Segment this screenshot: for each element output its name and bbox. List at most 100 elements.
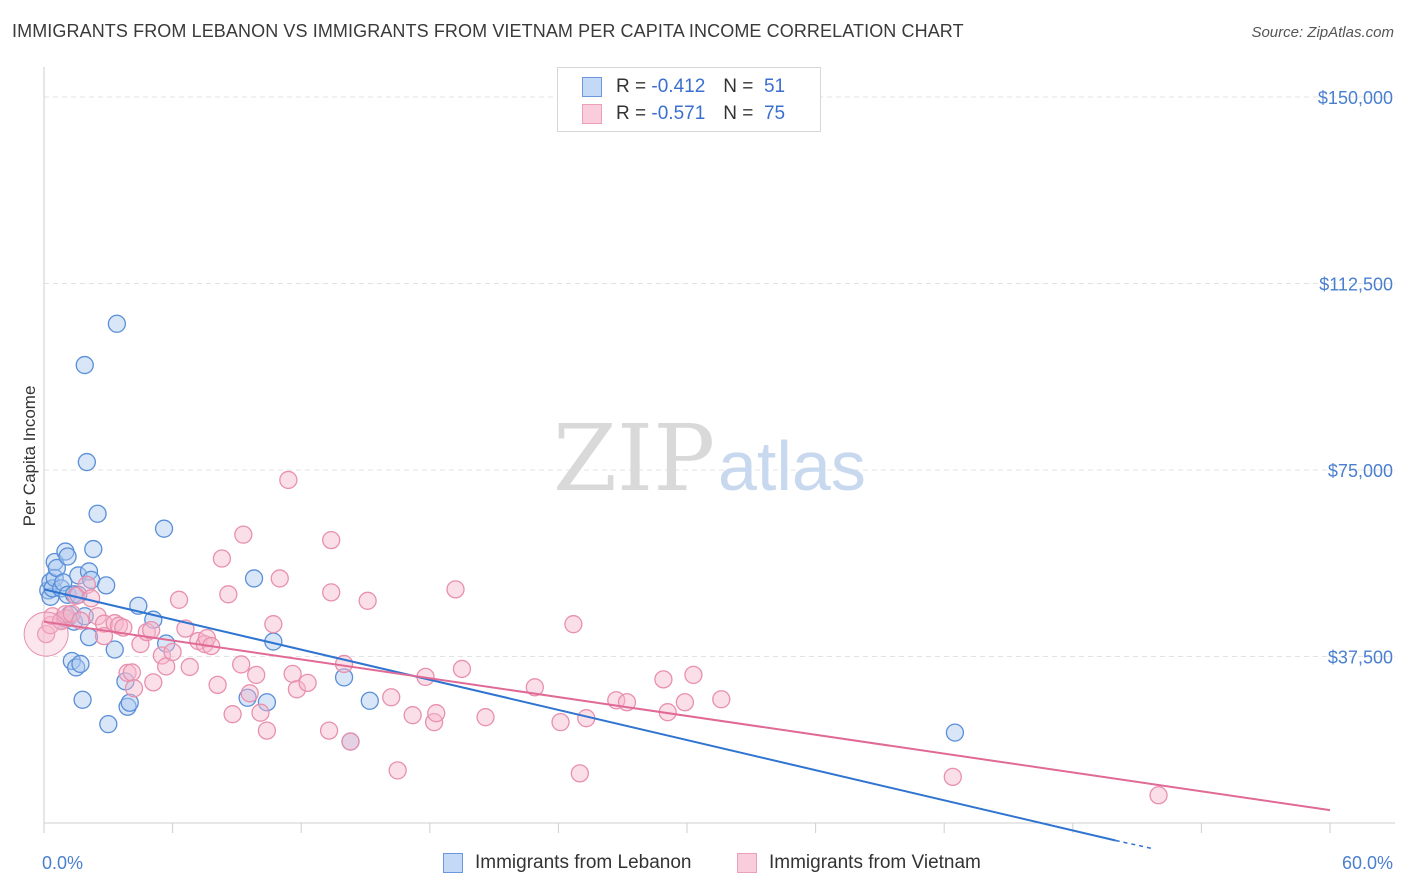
- vietnam-point: [675, 693, 695, 712]
- vietnam-point: [36, 624, 56, 644]
- lebanon-point: [58, 547, 77, 566]
- vietnam-point: [427, 704, 446, 723]
- vietnam-point: [264, 615, 283, 634]
- lebanon-point: [107, 314, 127, 333]
- lebanon-swatch: [582, 77, 602, 97]
- lebanon-point: [77, 452, 97, 472]
- vietnam-point-cluster: [23, 611, 69, 657]
- grid-lines: [44, 96, 1395, 657]
- vietnam-trend-line: [43, 620, 1331, 812]
- vietnam-point: [712, 690, 731, 709]
- vietnam-point: [403, 706, 422, 725]
- y-tick-label: $37,500: [1328, 648, 1393, 668]
- vietnam-point: [270, 569, 289, 588]
- lebanon-trend-line: [43, 588, 1116, 842]
- vietnam-point: [212, 549, 232, 568]
- y-tick-label: $112,500: [1319, 275, 1393, 295]
- vietnam-point: [446, 580, 465, 599]
- vietnam-point: [298, 673, 317, 693]
- vietnam-n-value: 75: [763, 103, 786, 124]
- vietnam-point: [257, 721, 277, 740]
- vietnam-point: [382, 688, 401, 707]
- vietnam-point: [240, 684, 259, 703]
- x-tick-labels: 0.0% 60.0%: [42, 853, 1393, 873]
- vietnam-point: [234, 525, 253, 544]
- lebanon-r-value: -0.412: [651, 76, 706, 97]
- trend-lines: [43, 588, 1331, 850]
- vietnam-legend-swatch: [737, 853, 757, 873]
- y-tick-labels: $37,500 $75,000 $112,500 $150,000: [1318, 88, 1393, 668]
- lebanon-point: [84, 539, 103, 559]
- vietnam-point: [142, 620, 161, 640]
- vietnam-point: [152, 646, 172, 665]
- legend-item-vietnam: Immigrants from Vietnam: [737, 852, 981, 874]
- vietnam-point: [163, 642, 182, 662]
- y-axis-label: Per Capita Income: [20, 386, 39, 527]
- vietnam-point: [251, 703, 270, 722]
- vietnam-point: [341, 732, 360, 751]
- vietnam-point: [71, 611, 90, 630]
- vietnam-point: [322, 530, 341, 550]
- lebanon-point: [105, 640, 124, 659]
- vietnam-point: [122, 663, 142, 682]
- vietnam-point: [88, 607, 107, 626]
- vietnam-point: [943, 767, 962, 787]
- vietnam-point: [319, 721, 339, 740]
- watermark: ZIP atlas: [553, 405, 866, 512]
- lebanon-n-value: 51: [763, 76, 786, 97]
- vietnam-n-label: N =: [723, 103, 754, 124]
- x-tick-label: 60.0%: [1342, 853, 1393, 873]
- lebanon-r-label: R =: [616, 76, 647, 97]
- legend-row-vietnam: R = -0.571 N = 75: [582, 102, 785, 126]
- correlation-legend: R = -0.412 N = 51 R = -0.571 N = 75: [557, 67, 821, 132]
- vietnam-point: [1149, 786, 1168, 805]
- lebanon-point: [120, 693, 139, 712]
- vietnam-point: [180, 657, 199, 677]
- lebanon-legend-label: Immigrants from Lebanon: [475, 852, 692, 873]
- vietnam-point: [551, 712, 570, 732]
- lebanon-point: [360, 691, 379, 710]
- lebanon-point: [99, 714, 118, 734]
- vietnam-point: [77, 575, 97, 595]
- vietnam-point: [358, 591, 377, 610]
- x-tick-label: 0.0%: [42, 853, 83, 873]
- vietnam-point: [525, 678, 544, 697]
- lebanon-point: [97, 576, 116, 595]
- vietnam-r-value: -0.571: [651, 103, 706, 124]
- vietnam-point: [208, 675, 227, 694]
- vietnam-legend-label: Immigrants from Vietnam: [769, 852, 981, 873]
- vietnam-swatch: [582, 104, 602, 124]
- y-tick-label: $150,000: [1318, 88, 1393, 108]
- lebanon-point: [154, 519, 174, 538]
- axes: [43, 67, 1395, 833]
- lebanon-legend-swatch: [443, 853, 463, 873]
- vietnam-point: [247, 665, 266, 685]
- series-lebanon: [39, 314, 965, 751]
- vietnam-point: [232, 655, 251, 674]
- legend-item-lebanon: Immigrants from Lebanon: [443, 852, 692, 874]
- legend-row-lebanon: R = -0.412 N = 51: [582, 75, 785, 99]
- vietnam-point: [684, 665, 703, 685]
- vietnam-r-label: R =: [616, 103, 647, 124]
- lebanon-point: [88, 504, 107, 523]
- vietnam-point: [476, 708, 495, 727]
- vietnam-point: [219, 585, 238, 604]
- vietnam-point: [144, 673, 163, 692]
- series-vietnam: [23, 470, 1168, 805]
- lebanon-point: [244, 569, 264, 588]
- vietnam-point: [124, 679, 144, 698]
- lebanon-point: [945, 723, 965, 742]
- vietnam-point: [570, 764, 589, 783]
- lebanon-point: [257, 693, 277, 712]
- vietnam-point: [287, 680, 307, 699]
- lebanon-point: [71, 654, 90, 674]
- lebanon-trend-extension: [1115, 839, 1155, 850]
- vietnam-point: [223, 705, 242, 724]
- vietnam-point: [564, 615, 583, 634]
- vietnam-point: [283, 664, 302, 684]
- watermark-zip: ZIP: [553, 405, 715, 512]
- vietnam-point: [388, 761, 407, 780]
- vietnam-point: [654, 670, 673, 689]
- lebanon-point: [75, 355, 94, 375]
